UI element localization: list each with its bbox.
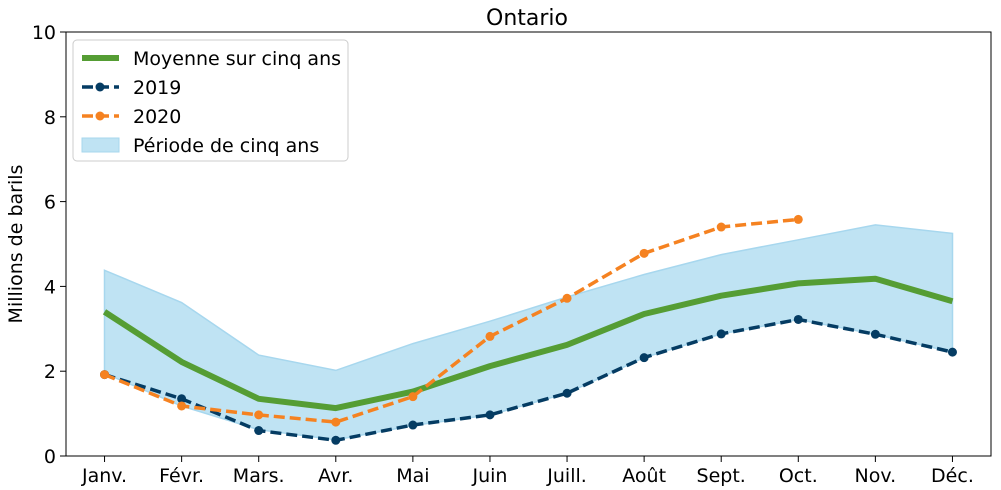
axes-layer: 0 2 4 6 8 10 Janv. Févr. Mars. Avr. Mai Juin Juill. A… (32, 22, 992, 487)
series-2-point (639, 248, 649, 258)
series-1-point (639, 353, 649, 363)
legend-label: Moyenne sur cinq ans (133, 48, 341, 70)
legend-box (72, 39, 349, 162)
x-tick-label: Mars. (233, 465, 285, 487)
series-1-point (793, 314, 803, 324)
x-tick-label: Mai (396, 465, 429, 487)
x-tick-label: Janv. (81, 465, 127, 487)
y-tick-label: 2 (44, 361, 56, 383)
x-tick-label: Sept. (697, 465, 746, 487)
series-1-point (254, 426, 264, 436)
y-tick-label: 8 (44, 107, 56, 129)
y-axis-label: Millions de barils (5, 165, 27, 324)
series-1-point (485, 410, 495, 420)
band-layer (103, 224, 954, 441)
series-layer (100, 214, 957, 445)
legend-item: 2019 (82, 77, 181, 99)
legend-label: 2019 (133, 77, 181, 99)
series-2-point (485, 331, 495, 341)
y-tick-label: 6 (44, 192, 56, 214)
series-2-point (716, 222, 726, 232)
series-1-line (103, 317, 953, 443)
series-1-point (177, 394, 187, 404)
series-0-line (102, 275, 954, 412)
plot-frame (65, 31, 992, 457)
series-2-point (562, 293, 572, 303)
y-tick-label: 10 (32, 22, 56, 44)
series-2-point (331, 417, 341, 427)
x-tick-label: Août (622, 465, 666, 487)
x-tick-label: Juill. (546, 465, 587, 487)
series-1-point (870, 329, 880, 339)
series-1-point (408, 420, 418, 430)
series-1-point (716, 329, 726, 339)
x-tick-label: Juin (471, 465, 507, 487)
series-2-point (408, 392, 418, 402)
series-2-point (254, 410, 264, 420)
x-tick-label: Avr. (318, 465, 353, 487)
y-tick-label: 4 (44, 276, 56, 298)
legend-item: Moyenne sur cinq ans (82, 48, 341, 70)
x-tick-label: Oct. (779, 465, 818, 487)
series-1-point (947, 347, 957, 357)
series-2-point (793, 214, 803, 224)
legend-marker (95, 82, 105, 92)
legend-label: 2020 (133, 106, 181, 128)
series-2-point (100, 370, 110, 380)
legend: Moyenne sur cinq ans 2019 2020 Période de c… (72, 39, 349, 162)
five-year-range-band (103, 224, 954, 441)
y-tick-label: 0 (44, 446, 56, 468)
legend-item: 2020 (82, 106, 181, 128)
x-tick-label: Nov. (855, 465, 897, 487)
x-tick-label: Févr. (159, 465, 204, 487)
legend-marker (95, 111, 105, 121)
chart-title: Ontario (486, 6, 568, 31)
legend-item: Période de cinq ans (81, 135, 319, 157)
x-tick-label: Déc. (931, 465, 974, 487)
series-1-point (331, 435, 341, 445)
legend-label: Période de cinq ans (133, 135, 319, 157)
legend-swatch (81, 137, 120, 153)
series-1-point (562, 388, 572, 398)
series-2-point (177, 401, 187, 411)
series-2-line (103, 217, 799, 424)
